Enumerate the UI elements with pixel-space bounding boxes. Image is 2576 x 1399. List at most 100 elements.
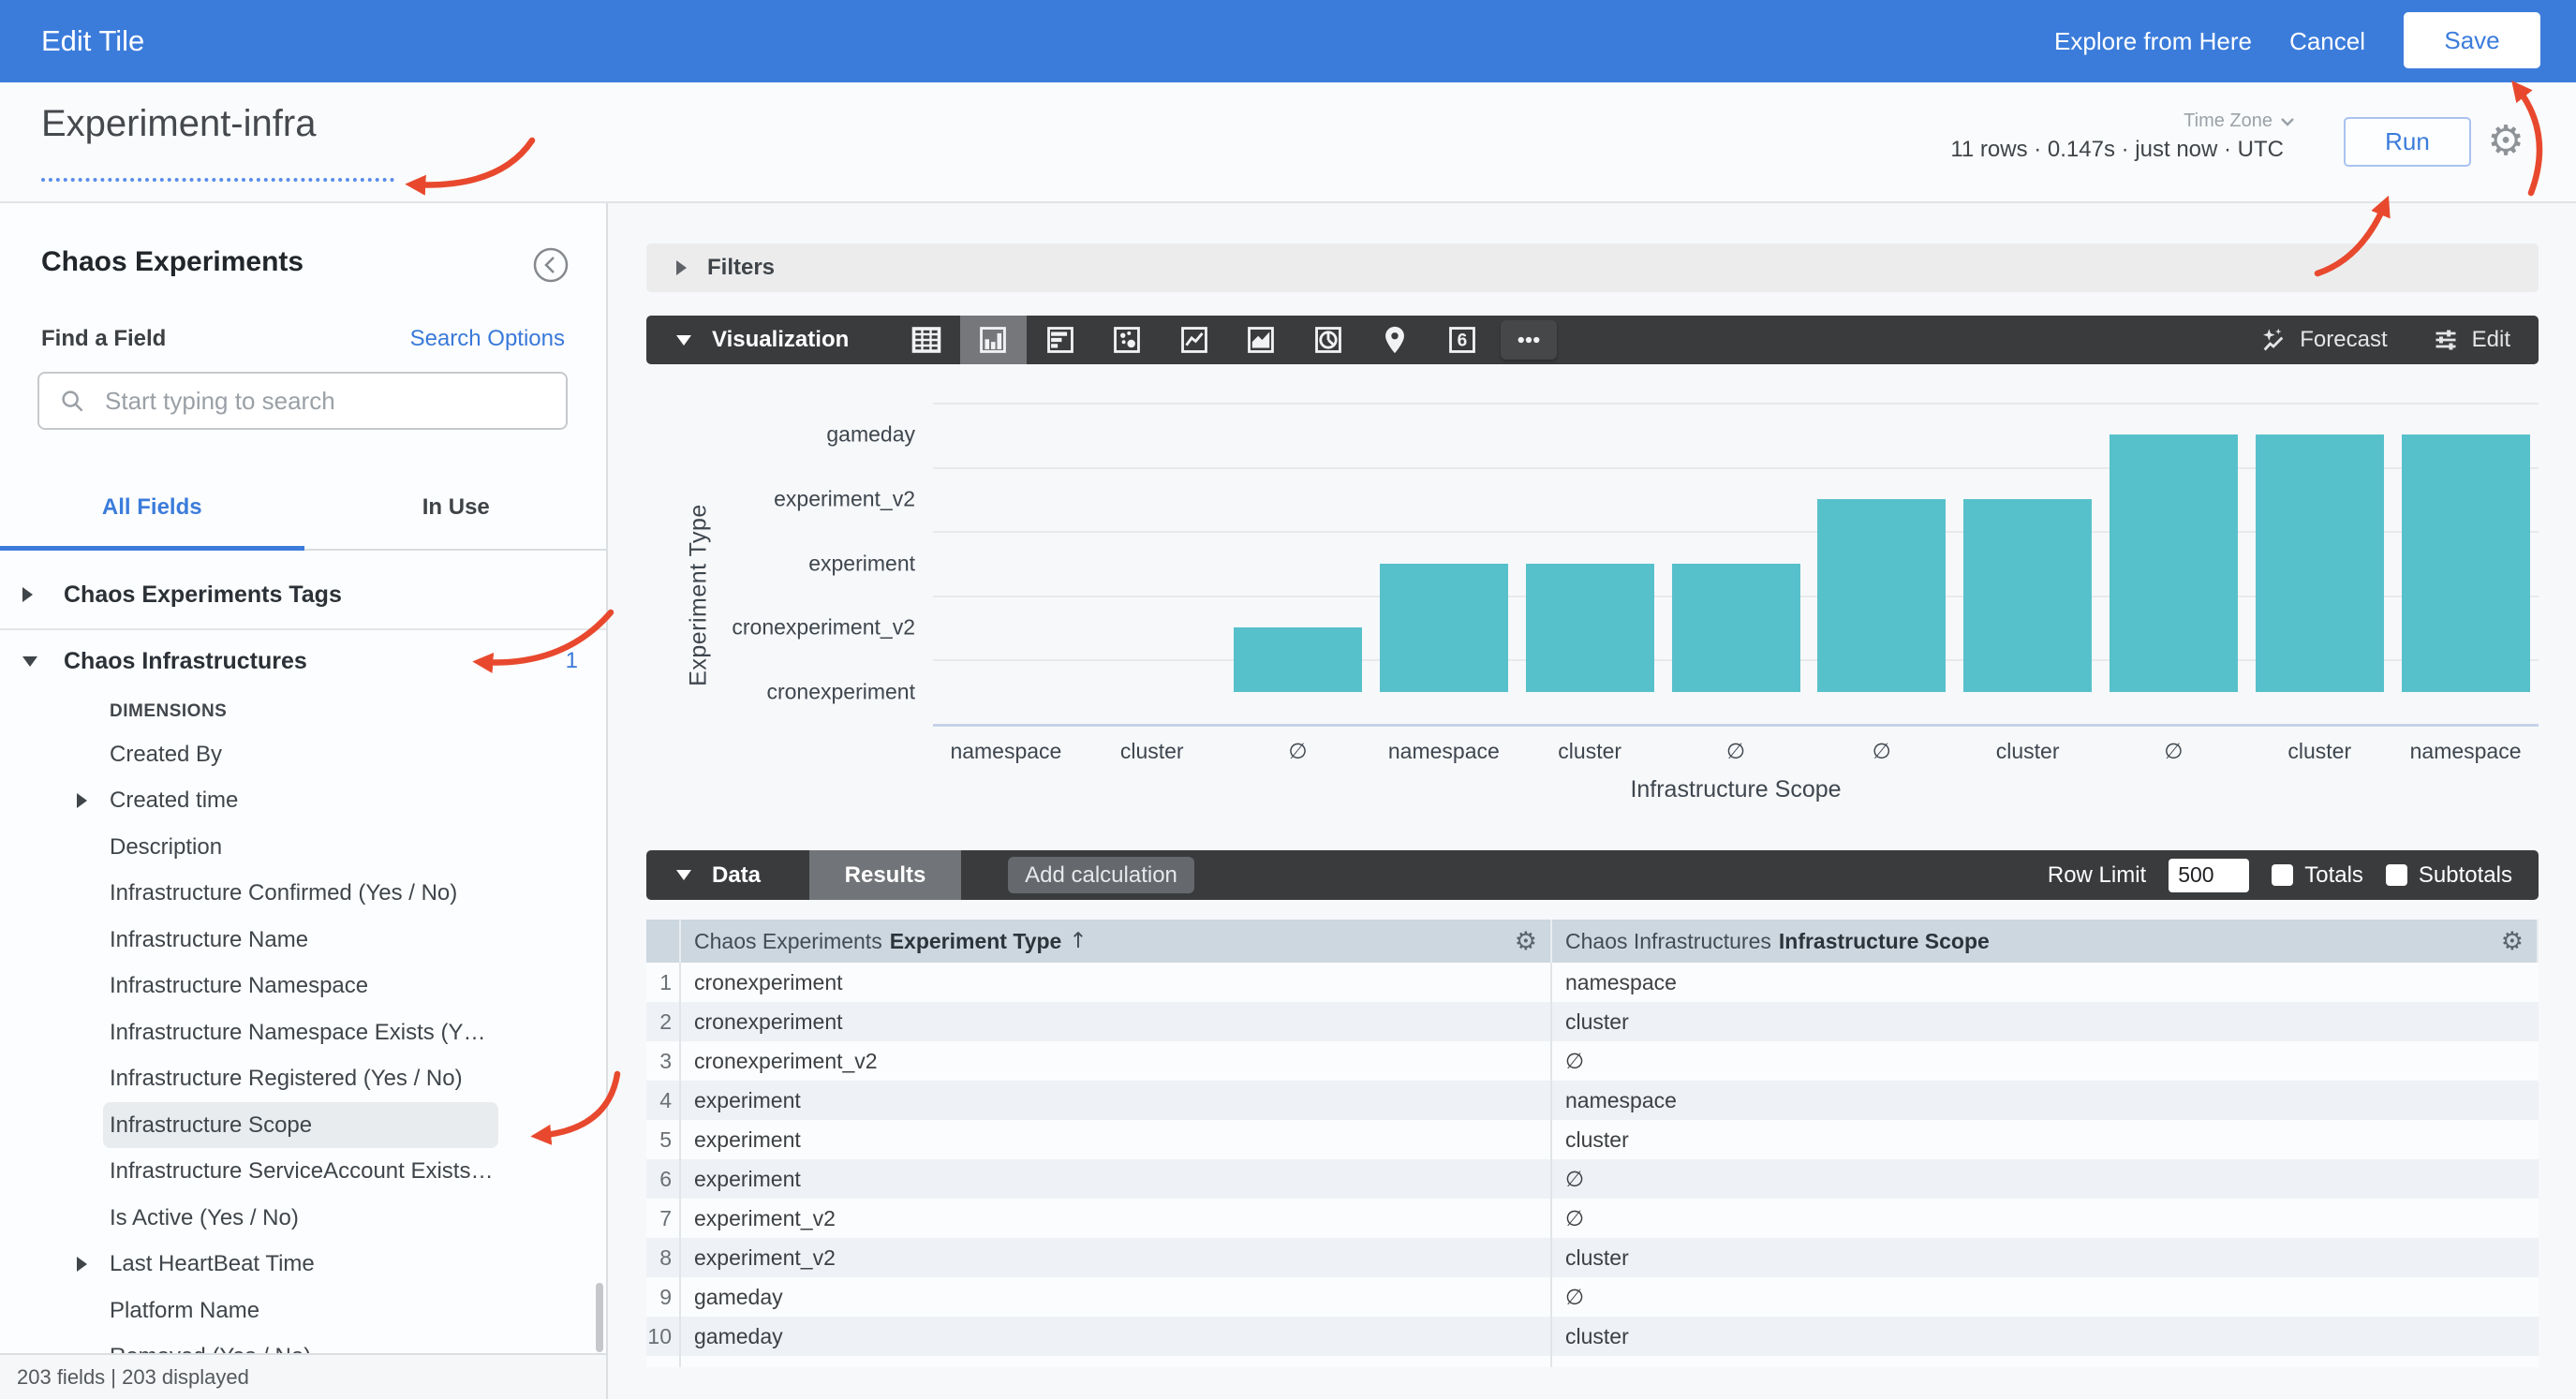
chart-bar-experiment-v2-[interactable] <box>1817 498 1947 692</box>
cell-infrastructure-scope[interactable]: ∅ <box>1565 1166 1585 1191</box>
field-search-box[interactable] <box>37 372 568 430</box>
cell-infrastructure-scope[interactable]: ∅ <box>1565 1048 1585 1073</box>
explore-from-here-button[interactable]: Explore from Here <box>2054 26 2252 55</box>
caret-down-icon[interactable] <box>22 655 37 667</box>
field-item-is-active-yes-no[interactable]: Is Active (Yes / No) <box>0 1195 606 1242</box>
table-row-2[interactable]: 2 cronexperiment cluster <box>646 1002 2539 1041</box>
filters-section-header[interactable]: Filters <box>646 243 2539 292</box>
viz-column-chart-icon[interactable] <box>959 316 1027 364</box>
column-header-infrastructure-scope[interactable]: Chaos Infrastructures Infrastructure Sco… <box>1552 920 2539 963</box>
column-header-experiment-type[interactable]: Chaos Experiments Experiment Type ↑ ⚙ <box>681 920 1552 963</box>
chart-bar-experiment-namespace[interactable] <box>1379 563 1508 692</box>
data-toggle[interactable]: Data <box>676 850 761 900</box>
save-button[interactable]: Save <box>2404 12 2540 68</box>
field-group-chaos-experiments-tags[interactable]: Chaos Experiments Tags <box>0 561 606 630</box>
collapse-panel-icon[interactable] <box>532 246 570 284</box>
field-item-infrastructure-confirmed-yes-no[interactable]: Infrastructure Confirmed (Yes / No) <box>0 871 606 918</box>
cell-experiment-type[interactable]: gameday <box>681 1356 1552 1367</box>
cell-experiment-type[interactable]: cronexperiment <box>681 1002 1552 1041</box>
row-limit-input[interactable] <box>2169 858 2250 892</box>
viz-pie-chart-icon[interactable] <box>1295 316 1362 364</box>
cell-infrastructure-scope[interactable]: namespace <box>1565 969 1677 994</box>
cell-experiment-type[interactable]: experiment <box>681 1120 1552 1159</box>
field-item-infrastructure-namespace-exists-y[interactable]: Infrastructure Namespace Exists (Y… <box>0 1009 606 1056</box>
table-row-10[interactable]: 10 gameday cluster <box>646 1317 2539 1356</box>
chart-bar-cronexperiment-v2-[interactable] <box>1234 627 1363 692</box>
table-row-3[interactable]: 3 cronexperiment_v2 ∅ <box>646 1041 2539 1081</box>
cell-infrastructure-scope[interactable]: namespace <box>1552 1356 2539 1368</box>
gear-icon[interactable]: ⚙ <box>2500 926 2524 956</box>
cell-experiment-type[interactable]: gameday <box>681 1277 1552 1317</box>
tab-all-fields[interactable]: All Fields <box>101 494 202 520</box>
field-item-infrastructure-name[interactable]: Infrastructure Name <box>0 917 606 964</box>
cell-experiment-type[interactable]: experiment <box>681 1159 1552 1199</box>
cell-experiment-type[interactable]: cronexperiment_v2 <box>681 1041 1552 1081</box>
visualization-toggle[interactable]: Visualization <box>676 316 849 364</box>
field-item-infrastructure-serviceaccount-exists[interactable]: Infrastructure ServiceAccount Exists… <box>0 1149 606 1196</box>
cell-experiment-type[interactable]: experiment <box>681 1081 1552 1120</box>
search-options-link[interactable]: Search Options <box>409 326 565 351</box>
table-row-1[interactable]: 1 cronexperiment namespace <box>646 963 2539 1002</box>
totals-checkbox[interactable] <box>2272 864 2294 886</box>
chart-bar-experiment-[interactable] <box>1671 563 1800 692</box>
table-row-6[interactable]: 6 experiment ∅ <box>646 1159 2539 1199</box>
tab-in-use[interactable]: In Use <box>422 494 490 520</box>
field-item-infrastructure-registered-yes-no[interactable]: Infrastructure Registered (Yes / No) <box>0 1056 606 1103</box>
edit-viz-button[interactable]: Edit <box>2433 327 2510 353</box>
cell-infrastructure-scope[interactable]: ∅ <box>1565 1284 1585 1309</box>
viz-table-icon[interactable] <box>893 316 960 364</box>
gear-icon[interactable]: ⚙ <box>1514 926 1537 956</box>
cell-infrastructure-scope[interactable]: cluster <box>1565 1244 1629 1270</box>
viz-scatter-icon[interactable] <box>1094 316 1162 364</box>
cell-experiment-type[interactable]: cronexperiment <box>681 963 1552 1002</box>
viz-area-chart-icon[interactable] <box>1228 316 1295 364</box>
field-item-platform-name[interactable]: Platform Name <box>0 1288 606 1334</box>
viz-map-pin-icon[interactable] <box>1362 316 1429 364</box>
chart-bar-gameday-[interactable] <box>2109 434 2238 692</box>
tile-name-input[interactable]: Experiment-infra <box>41 103 317 144</box>
viz-line-chart-icon[interactable] <box>1161 316 1228 364</box>
tab-results[interactable]: Results <box>809 850 961 900</box>
table-row-11[interactable]: 11gamedaynamespace <box>646 1356 2539 1367</box>
cell-infrastructure-scope[interactable]: cluster <box>1565 1009 1629 1034</box>
cell-infrastructure-scope[interactable]: cluster <box>1565 1127 1629 1152</box>
cell-experiment-type[interactable]: experiment_v2 <box>681 1238 1552 1277</box>
table-row-7[interactable]: 7 experiment_v2 ∅ <box>646 1199 2539 1238</box>
chart-bar-gameday-cluster[interactable] <box>2255 434 2384 692</box>
forecast-button[interactable]: Forecast <box>2260 327 2388 353</box>
field-group-chaos-infrastructures[interactable]: Chaos Infrastructures 1 <box>0 630 606 692</box>
field-item-infrastructure-scope[interactable]: Infrastructure Scope <box>0 1102 606 1149</box>
field-item-last-heartbeat-time[interactable]: Last HeartBeat Time <box>0 1242 606 1289</box>
field-item-infrastructure-namespace[interactable]: Infrastructure Namespace <box>0 964 606 1010</box>
caret-right-icon[interactable] <box>22 587 33 602</box>
chart-bar-experiment-cluster[interactable] <box>1525 563 1654 692</box>
caret-right-icon[interactable] <box>77 793 87 809</box>
gear-icon[interactable]: ⚙ <box>2487 117 2524 165</box>
field-item-description[interactable]: Description <box>0 824 606 871</box>
cell-infrastructure-scope[interactable]: cluster <box>1565 1323 1629 1348</box>
cell-infrastructure-scope[interactable]: namespace <box>1565 1087 1677 1112</box>
search-input[interactable] <box>103 385 566 417</box>
viz-single-value-icon[interactable]: 6 <box>1429 316 1496 364</box>
cell-infrastructure-scope[interactable]: ∅ <box>1565 1205 1585 1230</box>
cell-experiment-type[interactable]: gameday <box>681 1317 1552 1356</box>
cancel-button[interactable]: Cancel <box>2289 26 2365 55</box>
caret-right-icon[interactable] <box>77 1257 87 1273</box>
table-row-5[interactable]: 5 experiment cluster <box>646 1120 2539 1159</box>
sidebar-scrollbar[interactable] <box>596 1283 603 1352</box>
add-calculation-button[interactable]: Add calculation <box>1008 857 1194 893</box>
cell-experiment-type[interactable]: experiment_v2 <box>681 1199 1552 1238</box>
table-row-9[interactable]: 9 gameday ∅ <box>646 1277 2539 1317</box>
field-item-created-time[interactable]: Created time <box>0 778 606 825</box>
table-row-4[interactable]: 4 experiment namespace <box>646 1081 2539 1120</box>
subtotals-checkbox[interactable] <box>2385 864 2407 886</box>
chart-bar-gameday-namespace[interactable] <box>2401 434 2530 692</box>
run-button[interactable]: Run <box>2344 117 2471 167</box>
field-item-created-by[interactable]: Created By <box>0 731 606 778</box>
table-row-8[interactable]: 8 experiment_v2 cluster <box>646 1238 2539 1277</box>
time-zone-selector[interactable]: Time Zone <box>2184 110 2295 132</box>
chart-bar-experiment-v2-cluster[interactable] <box>1963 498 2093 692</box>
selected-field-highlight[interactable]: Infrastructure Scope <box>103 1102 498 1148</box>
viz-bar-chart-icon[interactable] <box>1027 316 1094 364</box>
viz-more-icon[interactable] <box>1496 316 1563 364</box>
